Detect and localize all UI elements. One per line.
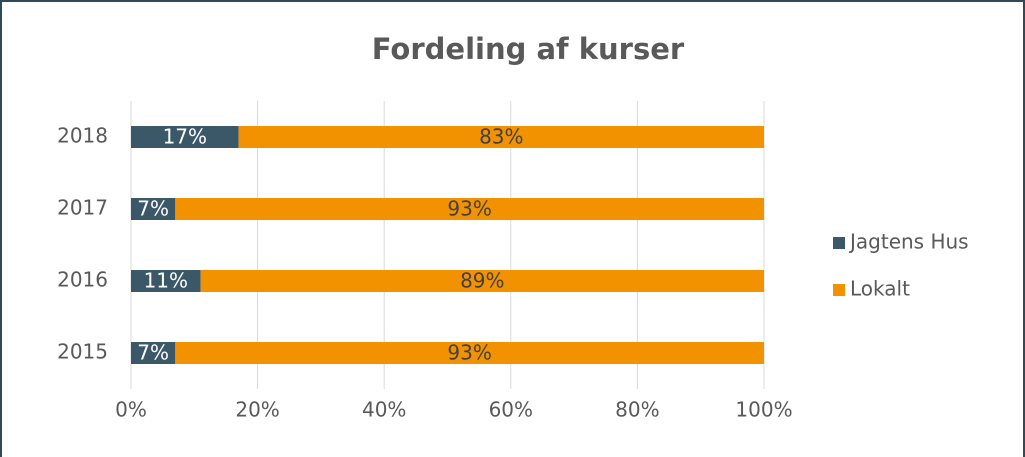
legend-label: Jagtens Hus bbox=[848, 230, 969, 254]
bar-segment bbox=[238, 126, 765, 148]
chart-title: Fordeling af kurser bbox=[372, 32, 685, 66]
x-tick-label: 80% bbox=[615, 398, 659, 422]
bar-segment bbox=[131, 198, 176, 220]
legend-label: Lokalt bbox=[850, 277, 910, 301]
x-tick-label: 60% bbox=[489, 398, 533, 422]
data-label: 93% bbox=[447, 197, 491, 221]
data-label: 7% bbox=[137, 197, 169, 221]
x-tick-label: 20% bbox=[235, 398, 279, 422]
bar-segment bbox=[175, 198, 764, 220]
y-tick-label: 2015 bbox=[57, 340, 108, 364]
x-tick-label: 100% bbox=[735, 398, 792, 422]
bar-segment bbox=[131, 270, 201, 292]
y-tick-label: 2016 bbox=[57, 268, 108, 292]
x-tick-label: 40% bbox=[362, 398, 406, 422]
data-label: 83% bbox=[479, 125, 523, 149]
y-tick-label: 2017 bbox=[57, 196, 108, 220]
bar-segment bbox=[175, 342, 764, 364]
data-label: 93% bbox=[447, 341, 491, 365]
data-label: 89% bbox=[460, 269, 504, 293]
data-label: 7% bbox=[137, 341, 169, 365]
x-tick-label: 0% bbox=[115, 398, 147, 422]
legend-swatch bbox=[833, 237, 845, 249]
bar-segment bbox=[131, 126, 239, 148]
data-label: 17% bbox=[163, 125, 207, 149]
bar-segment bbox=[200, 270, 764, 292]
y-tick-label: 2018 bbox=[57, 124, 108, 148]
legend-swatch bbox=[833, 284, 845, 296]
data-label: 11% bbox=[144, 269, 188, 293]
bar-segment bbox=[131, 342, 176, 364]
